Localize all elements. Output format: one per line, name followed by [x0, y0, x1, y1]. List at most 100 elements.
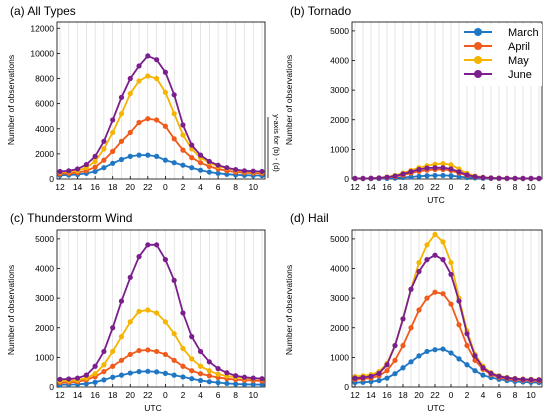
point-may-a [136, 78, 142, 84]
point-march-d [440, 346, 446, 352]
y-tick-label-d: 2000 [330, 323, 349, 333]
legend-june-label: June [508, 69, 532, 81]
y-tick-label-c: 1000 [35, 352, 54, 362]
point-june-b [504, 175, 510, 181]
x-tick-label-d: 10 [526, 390, 536, 400]
point-june-b [360, 175, 366, 182]
point-april-d [464, 342, 470, 349]
point-april-d [432, 289, 438, 295]
point-april-c [206, 373, 212, 379]
series-line-april-c [59, 349, 263, 384]
y-tick-label-a: 4000 [35, 124, 54, 134]
x-tick-label-d: 16 [382, 390, 392, 400]
x-tick-label-a: 16 [90, 182, 100, 192]
x-tick-label-c: 16 [90, 390, 100, 400]
shared-axis-note: y-axis for (b) - (d) [272, 114, 281, 172]
point-may-c [118, 334, 125, 340]
point-april-a [145, 116, 151, 122]
x-tick-label-d: 2 [465, 390, 470, 400]
x-tick-label-b: 0 [449, 182, 454, 192]
point-march-c [162, 370, 168, 376]
point-march-a [162, 157, 168, 163]
y-tick-label-d: 4000 [330, 264, 349, 274]
point-june-b [368, 175, 374, 181]
point-march-a [180, 162, 186, 168]
x-tick-label-b: 8 [513, 182, 518, 192]
x-tick-label-d: 6 [497, 390, 502, 400]
point-march-a [127, 153, 133, 159]
point-june-c [171, 277, 177, 283]
point-april-c [162, 351, 168, 358]
point-may-c [171, 331, 177, 337]
point-may-c [162, 319, 168, 325]
point-june-a [259, 168, 265, 175]
point-june-d [472, 353, 478, 359]
x-tick-label-c: 10 [248, 390, 258, 400]
x-tick-label-a: 2 [181, 182, 186, 192]
point-april-d [456, 322, 462, 328]
point-march-c [154, 369, 160, 375]
plot-frame-c [56, 229, 266, 388]
point-june-a [118, 94, 125, 100]
x-tick-label-a: 6 [216, 182, 221, 192]
y-tick-label-a: 8000 [35, 74, 54, 84]
point-june-b [496, 175, 502, 181]
point-june-a [180, 122, 186, 128]
panel-d-xlabel: UTC [427, 403, 444, 413]
point-june-b [392, 173, 398, 179]
point-june-b [384, 174, 390, 180]
point-may-c [206, 368, 212, 374]
point-march-a [92, 168, 98, 175]
point-march-d [392, 371, 398, 377]
point-april-c [118, 357, 125, 363]
x-tick-label-b: 4 [481, 182, 486, 192]
point-june-a [224, 165, 230, 171]
x-tick-label-c: 18 [108, 390, 118, 400]
point-april-a [127, 129, 133, 136]
point-june-c [250, 375, 256, 381]
x-tick-label-c: 6 [216, 390, 221, 400]
point-june-d [432, 252, 438, 258]
point-march-c [197, 377, 204, 384]
y-tick-label-c: 3000 [35, 293, 54, 303]
x-tick-label-c: 14 [73, 390, 83, 400]
x-tick-label-c: 20 [126, 390, 136, 400]
x-tick-label-c: 8 [233, 390, 238, 400]
legend-april-marker [474, 42, 482, 50]
point-march-c [118, 372, 125, 378]
point-june-b [408, 168, 414, 175]
y-tick-label-c: 4000 [35, 264, 54, 274]
point-march-d [424, 348, 430, 355]
x-tick-label-b: 18 [398, 182, 408, 192]
y-tick-label-b: 4000 [330, 56, 349, 66]
x-tick-label-d: 18 [398, 390, 408, 400]
point-april-c [171, 357, 177, 363]
point-june-d [352, 375, 358, 381]
point-june-b [464, 172, 470, 178]
x-tick-label-d: 22 [430, 390, 440, 400]
point-march-c [206, 379, 212, 385]
point-june-c [224, 370, 230, 376]
point-march-a [136, 152, 142, 158]
legend-entry-june: June [464, 69, 532, 81]
x-tick-label-c: 12 [55, 390, 65, 400]
point-april-a [206, 163, 212, 170]
point-march-d [408, 359, 414, 365]
point-june-a [171, 92, 177, 98]
x-tick-label-c: 4 [198, 390, 203, 400]
legend-april-label: April [508, 41, 530, 53]
point-june-b [432, 165, 438, 171]
panel-b-xlabel: UTC [427, 195, 444, 205]
point-june-c [162, 257, 168, 263]
panel-a-title: (a) All Types [10, 4, 76, 18]
x-tick-label-b: 14 [366, 182, 376, 192]
point-april-c [180, 363, 186, 369]
series-line-june-a [59, 54, 263, 173]
point-june-a [110, 117, 116, 123]
point-march-c [189, 376, 195, 382]
point-june-d [376, 370, 382, 376]
y-tick-label-b: 3000 [330, 85, 349, 95]
y-tick-label-a: 12000 [30, 23, 54, 33]
point-june-d [480, 365, 486, 371]
point-april-d [424, 295, 430, 301]
